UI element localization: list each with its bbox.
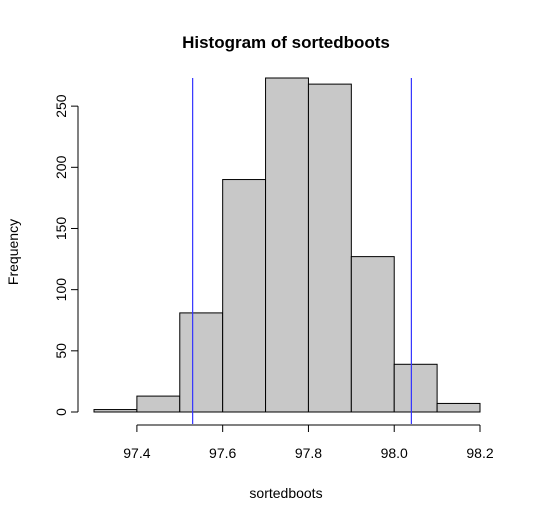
y-tick-label: 250 [53, 94, 69, 118]
y-tick-label: 100 [53, 278, 69, 302]
histogram-bar [265, 77, 309, 413]
histogram-bar [179, 312, 224, 413]
histogram-bar [393, 363, 438, 413]
histogram-bar [222, 179, 267, 413]
y-axis-label: Frequency [5, 219, 21, 285]
histogram-bar [93, 409, 138, 413]
y-tick-label: 150 [53, 217, 69, 241]
y-axis: 0 50 100 150 200 250 [53, 94, 79, 416]
bars-group [93, 77, 481, 413]
histogram-bar [350, 256, 395, 413]
y-tick-label: 0 [53, 408, 69, 416]
x-tick-label: 97.4 [123, 445, 150, 461]
histogram-bar [307, 83, 352, 413]
chart-title: Histogram of sortedboots [182, 33, 390, 52]
x-tick-label: 98.0 [381, 445, 408, 461]
y-tick-label: 200 [53, 155, 69, 179]
histogram-bar [436, 402, 481, 413]
x-axis-label: sortedboots [249, 485, 322, 501]
histogram-bar [136, 395, 181, 413]
x-axis: 97.4 97.6 97.8 98.0 98.2 [123, 424, 494, 461]
y-tick-label: 50 [53, 343, 69, 359]
x-tick-label: 97.8 [295, 445, 322, 461]
x-tick-label: 97.6 [209, 445, 236, 461]
x-tick-label: 98.2 [466, 445, 493, 461]
vlines-group [192, 78, 412, 424]
